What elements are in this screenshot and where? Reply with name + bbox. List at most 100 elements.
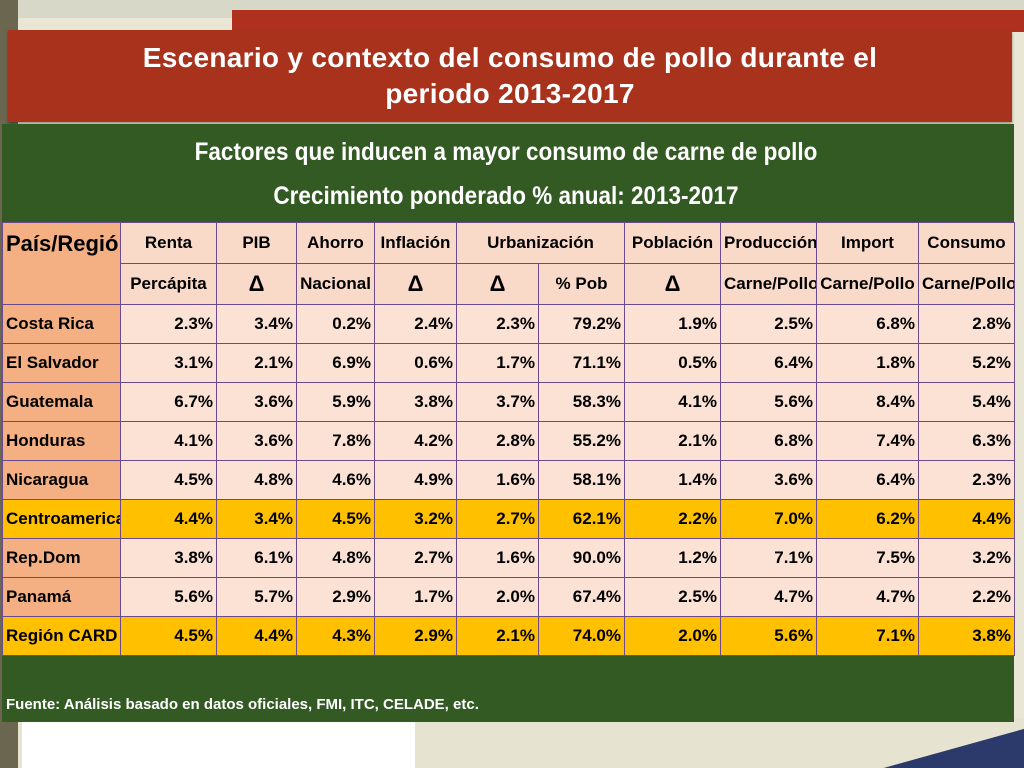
row-value: 2.0% bbox=[456, 577, 539, 617]
header-produccion: Producción bbox=[720, 222, 817, 264]
row-value: 7.1% bbox=[816, 616, 919, 656]
row-value: 6.2% bbox=[816, 499, 919, 539]
table-row: Región CARD 4.5% 4.4% 4.3% 2.9% 2.1% 74.0% 2.0%… bbox=[2, 616, 1015, 656]
row-value: 4.1% bbox=[624, 382, 721, 422]
row-country: Región CARD bbox=[2, 616, 121, 656]
row-value: 4.2% bbox=[374, 421, 457, 461]
row-value: 2.7% bbox=[456, 499, 539, 539]
background-white-box bbox=[22, 722, 415, 768]
row-value: 3.8% bbox=[918, 616, 1015, 656]
header-urb-delta: Δ bbox=[456, 263, 539, 305]
row-value: 4.7% bbox=[720, 577, 817, 617]
row-value: 2.3% bbox=[120, 304, 217, 344]
row-value: 2.3% bbox=[456, 304, 539, 344]
row-value: 1.7% bbox=[374, 577, 457, 617]
row-value: 2.5% bbox=[624, 577, 721, 617]
row-value: 58.1% bbox=[538, 460, 625, 500]
row-value: 0.6% bbox=[374, 343, 457, 383]
row-value: 2.2% bbox=[624, 499, 721, 539]
header-poblacion-sub: Δ bbox=[624, 263, 721, 305]
header-produccion-sub: Carne/Pollo bbox=[720, 263, 817, 305]
row-value: 5.4% bbox=[918, 382, 1015, 422]
row-value: 4.5% bbox=[296, 499, 375, 539]
row-value: 79.2% bbox=[538, 304, 625, 344]
header-pib: PIB bbox=[216, 222, 297, 264]
row-value: 5.6% bbox=[720, 616, 817, 656]
row-value: 90.0% bbox=[538, 538, 625, 578]
row-value: 7.5% bbox=[816, 538, 919, 578]
header-consumo-sub: Carne/Pollo bbox=[918, 263, 1015, 305]
row-value: 7.0% bbox=[720, 499, 817, 539]
row-value: 1.9% bbox=[624, 304, 721, 344]
header-urb-pob: % Pob bbox=[538, 263, 625, 305]
header-renta-sub: Percápita bbox=[120, 263, 217, 305]
row-value: 4.4% bbox=[216, 616, 297, 656]
data-table: País/Región Renta PIB Ahorro Inflación U… bbox=[2, 222, 1015, 656]
row-value: 3.6% bbox=[216, 382, 297, 422]
header-poblacion: Población bbox=[624, 222, 721, 264]
row-value: 3.2% bbox=[374, 499, 457, 539]
table-row: Guatemala 6.7% 3.6% 5.9% 3.8% 3.7% 58.3% 4.1% 5.… bbox=[2, 382, 1015, 422]
table-subtitle: Factores que inducen a mayor consumo de … bbox=[194, 138, 818, 166]
row-value: 0.5% bbox=[624, 343, 721, 383]
row-value: 7.8% bbox=[296, 421, 375, 461]
header-consumo: Consumo bbox=[918, 222, 1015, 264]
header-urbanizacion: Urbanización bbox=[456, 222, 625, 264]
row-value: 4.7% bbox=[816, 577, 919, 617]
row-value: 4.8% bbox=[216, 460, 297, 500]
header-row-1: País/Región Renta PIB Ahorro Inflación U… bbox=[2, 222, 1015, 305]
slide-title-line1: Escenario y contexto del consumo de poll… bbox=[142, 42, 878, 73]
row-value: 6.8% bbox=[720, 421, 817, 461]
row-value: 5.9% bbox=[296, 382, 375, 422]
row-value: 1.4% bbox=[624, 460, 721, 500]
row-value: 7.4% bbox=[816, 421, 919, 461]
row-value: 6.4% bbox=[816, 460, 919, 500]
header-import-sub: Carne/Pollo bbox=[816, 263, 919, 305]
header-inflacion-sub: Δ bbox=[374, 263, 457, 305]
header-country: País/Región bbox=[2, 222, 121, 305]
header-inflacion: Inflación bbox=[374, 222, 457, 264]
row-value: 5.6% bbox=[120, 577, 217, 617]
row-value: 58.3% bbox=[538, 382, 625, 422]
row-value: 4.5% bbox=[120, 460, 217, 500]
row-country: Panamá bbox=[2, 577, 121, 617]
table-row: Panamá 5.6% 5.7% 2.9% 1.7% 2.0% 67.4% 2.5% 4.7% 4… bbox=[2, 577, 1015, 617]
slide-title-box: Escenario y contexto del consumo de poll… bbox=[8, 30, 1012, 122]
row-value: 1.8% bbox=[816, 343, 919, 383]
row-value: 2.5% bbox=[720, 304, 817, 344]
row-country: Rep.Dom bbox=[2, 538, 121, 578]
row-value: 2.9% bbox=[374, 616, 457, 656]
row-value: 62.1% bbox=[538, 499, 625, 539]
row-value: 2.7% bbox=[374, 538, 457, 578]
row-value: 6.1% bbox=[216, 538, 297, 578]
row-value: 67.4% bbox=[538, 577, 625, 617]
row-value: 2.3% bbox=[918, 460, 1015, 500]
row-value: 4.9% bbox=[374, 460, 457, 500]
row-value: 3.1% bbox=[120, 343, 217, 383]
row-value: 2.8% bbox=[456, 421, 539, 461]
row-value: 2.1% bbox=[456, 616, 539, 656]
header-ahorro: Ahorro bbox=[296, 222, 375, 264]
row-value: 74.0% bbox=[538, 616, 625, 656]
row-country: El Salvador bbox=[2, 343, 121, 383]
row-value: 3.4% bbox=[216, 304, 297, 344]
row-value: 4.4% bbox=[120, 499, 217, 539]
row-value: 4.3% bbox=[296, 616, 375, 656]
table-subtitle-period: Crecimiento ponderado % anual: 2013-2017 bbox=[273, 182, 739, 210]
row-value: 55.2% bbox=[538, 421, 625, 461]
row-value: 6.3% bbox=[918, 421, 1015, 461]
row-value: 2.1% bbox=[624, 421, 721, 461]
row-value: 2.2% bbox=[918, 577, 1015, 617]
table-row: Nicaragua 4.5% 4.8% 4.6% 4.9% 1.6% 58.1% 1.4% 3.… bbox=[2, 460, 1015, 500]
row-value: 1.2% bbox=[624, 538, 721, 578]
row-value: 6.7% bbox=[120, 382, 217, 422]
header-pib-sub: Δ bbox=[216, 263, 297, 305]
row-value: 3.7% bbox=[456, 382, 539, 422]
row-value: 3.4% bbox=[216, 499, 297, 539]
row-value: 2.0% bbox=[624, 616, 721, 656]
row-value: 6.9% bbox=[296, 343, 375, 383]
row-country: Nicaragua bbox=[2, 460, 121, 500]
row-value: 1.6% bbox=[456, 460, 539, 500]
row-value: 6.4% bbox=[720, 343, 817, 383]
table-row: El Salvador 3.1% 2.1% 6.9% 0.6% 1.7% 71.1% 0.5%… bbox=[2, 343, 1015, 383]
